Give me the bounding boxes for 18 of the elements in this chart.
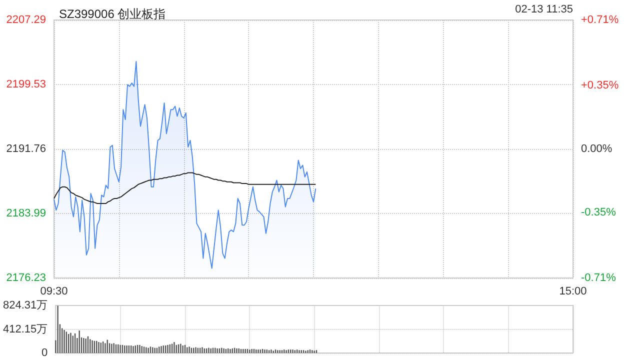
text: 02-13 11:35 (515, 4, 574, 16)
line-series (54, 172, 316, 204)
y-tick-label: 2191.76 (6, 143, 46, 155)
y-tick-label: 2207.29 (6, 14, 46, 26)
y-tick-label: 824.31万 (2, 300, 48, 312)
y2-tick-label: -0.71% (581, 272, 616, 284)
y-tick-label: 0 (42, 347, 48, 359)
y-tick-label: 2183.99 (6, 208, 46, 220)
x-tick-label: 09:30 (40, 286, 68, 298)
y2-tick-label: +0.71% (581, 14, 619, 26)
chart-title: SZ399006 创业板指 (59, 7, 166, 21)
y2-tick-label: 0.00% (581, 143, 612, 155)
y-tick-label: 2176.23 (6, 272, 46, 284)
y2-tick-label: -0.35% (581, 206, 616, 219)
y-tick-label: 2199.53 (6, 78, 46, 90)
x-tick-label: 15:00 (559, 286, 587, 298)
y-tick-label: 412.15万 (2, 323, 48, 336)
y2-tick-label: +0.35% (581, 79, 619, 92)
